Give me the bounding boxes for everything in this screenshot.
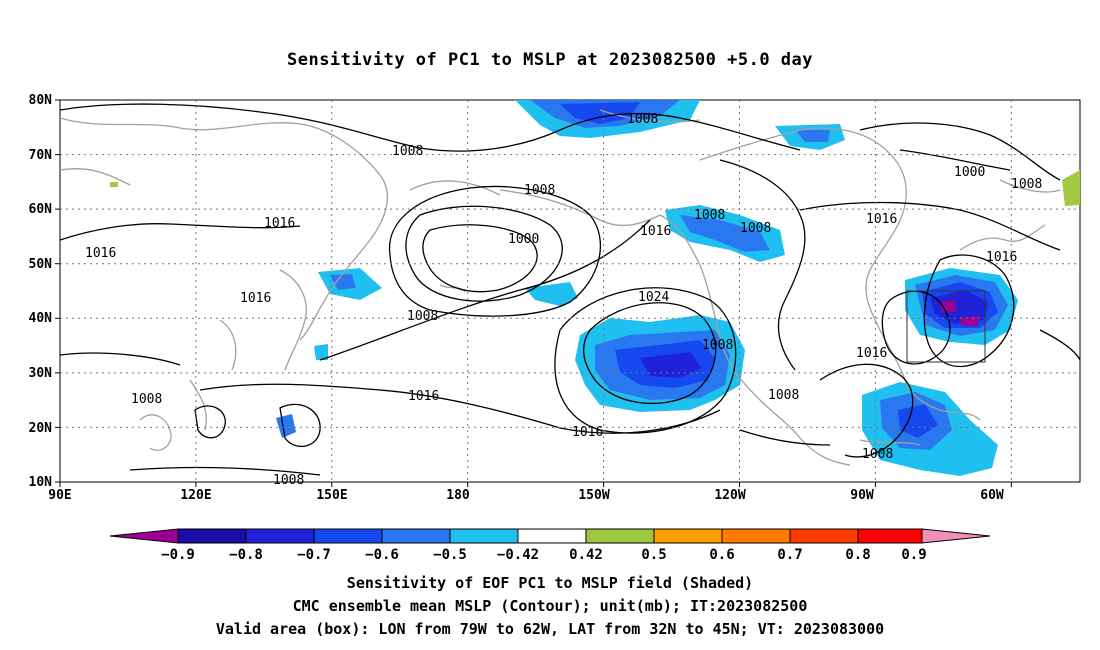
- shade-npac: [525, 282, 578, 306]
- lat-label: 50N: [29, 257, 53, 272]
- shade-pacific-core: [640, 352, 702, 378]
- contour-label: 1016: [986, 250, 1017, 265]
- colorbar-swatch: [653, 528, 723, 544]
- lon-label: 60W: [980, 488, 1004, 503]
- contour-label: 1008: [740, 221, 771, 236]
- contour-label: 1008: [407, 309, 438, 324]
- contour-label: 1016: [264, 216, 295, 231]
- contour-label: 1016: [856, 346, 887, 361]
- shade-green-east: [1062, 170, 1080, 206]
- colorbar-label: −0.8: [229, 547, 263, 563]
- lon-label: 90W: [850, 488, 874, 503]
- colorbar-swatch: [449, 528, 519, 544]
- contour-label: 1008: [768, 388, 799, 403]
- contour-label: 1008: [273, 473, 304, 488]
- contour-label: 1008: [1011, 177, 1042, 192]
- colorbar-label: 0.42: [569, 547, 603, 563]
- mslp-contours: [60, 103, 1080, 476]
- lon-label: 180: [446, 488, 470, 503]
- colorbar-swatch: [721, 528, 791, 544]
- gridlines: [60, 100, 1080, 482]
- lat-label: 70N: [29, 148, 53, 163]
- sensitivity-shading: [110, 100, 1080, 476]
- shade-small-1: [276, 414, 296, 438]
- caption-contour: CMC ensemble mean MSLP (Contour); unit(m…: [292, 597, 808, 615]
- contour-label: 1016: [640, 224, 671, 239]
- lat-label: 80N: [29, 93, 53, 108]
- colorbar-label: −0.5: [433, 547, 467, 563]
- shade-atlantic-core: [930, 290, 988, 324]
- lat-label: 20N: [29, 421, 53, 436]
- colorbar-label: −0.6: [365, 547, 399, 563]
- contour-label: 1008: [627, 112, 658, 127]
- colorbar-swatch: [381, 528, 451, 544]
- contour-label: 1016: [572, 425, 603, 440]
- colorbar-swatch: [245, 528, 315, 544]
- contour-label: 1016: [866, 212, 897, 227]
- map-title: Sensitivity of PC1 to MSLP at 2023082500…: [286, 50, 813, 70]
- colorbar: [109, 528, 991, 544]
- colorbar-label: 0.6: [709, 547, 734, 563]
- shade-greenland-inner: [795, 130, 830, 142]
- contour-label: 1008: [862, 447, 893, 462]
- contour-label: 1016: [85, 246, 116, 261]
- colorbar-swatch: [857, 528, 923, 544]
- shade-japan-inner: [330, 274, 356, 290]
- shade-small-2: [314, 344, 328, 360]
- colorbar-label: 0.7: [777, 547, 802, 563]
- colorbar-swatch: [313, 528, 383, 544]
- contour-label: 1008: [702, 338, 733, 353]
- lat-label: 60N: [29, 202, 53, 217]
- valid-area-box: [906, 290, 986, 363]
- shade-green-west: [110, 182, 118, 187]
- colorbar-label: −0.7: [297, 547, 331, 563]
- contour-label: 1000: [954, 165, 985, 180]
- contour-label: 1008: [392, 144, 423, 159]
- contour-label: 1008: [694, 208, 725, 223]
- contour-label: 1008: [524, 183, 555, 198]
- colorbar-right-arrow: [921, 528, 991, 544]
- contour-label: 1016: [240, 291, 271, 306]
- colorbar-label: 0.8: [845, 547, 870, 563]
- colorbar-left-arrow: [109, 528, 179, 544]
- contour-label: 1024: [638, 290, 669, 305]
- lat-label: 10N: [29, 475, 53, 490]
- shade-arctic-inner: [560, 102, 640, 124]
- lon-label: 120E: [180, 488, 211, 503]
- colorbar-label: −0.9: [161, 547, 195, 563]
- colorbar-label: 0.5: [641, 547, 666, 563]
- colorbar-label: 0.9: [901, 547, 926, 563]
- colorbar-swatch: [789, 528, 859, 544]
- caption-shading: Sensitivity of EOF PC1 to MSLP field (Sh…: [346, 574, 754, 592]
- shade-caribbean-inner: [898, 404, 938, 438]
- colorbar-swatch: [585, 528, 655, 544]
- contour-label: 1000: [508, 232, 539, 247]
- lon-label: 120W: [714, 488, 745, 503]
- lon-label: 150E: [316, 488, 347, 503]
- colorbar-swatch: [177, 528, 247, 544]
- lon-label: 90E: [48, 488, 71, 503]
- colorbar-swatch: [517, 528, 587, 544]
- lon-label: 150W: [578, 488, 609, 503]
- lat-label: 40N: [29, 311, 53, 326]
- caption-valid-area: Valid area (box): LON from 79W to 62W, L…: [215, 620, 885, 638]
- contour-label: 1016: [408, 389, 439, 404]
- shade-alaska-mid: [680, 215, 770, 252]
- contour-label: 1008: [131, 392, 162, 407]
- lat-label: 30N: [29, 366, 53, 381]
- colorbar-label: −0.42: [497, 547, 539, 563]
